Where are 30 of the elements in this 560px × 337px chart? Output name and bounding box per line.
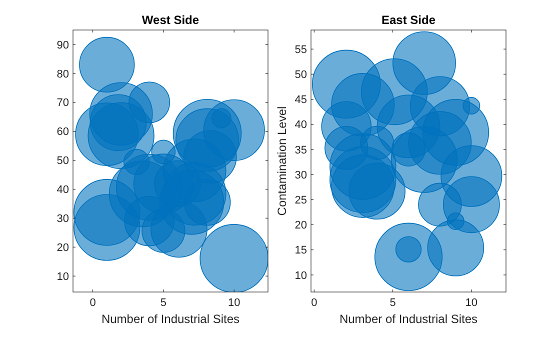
y-tick-label: 40 (294, 119, 307, 132)
y-tick-label: 25 (294, 194, 307, 206)
y-tick-label: 35 (294, 144, 307, 156)
y-tick-label: 90 (56, 39, 69, 52)
y-tick-label: 50 (56, 155, 69, 168)
y-tick-label: 10 (294, 270, 307, 282)
y-tick-label: 50 (294, 69, 307, 82)
y-tick-label: 60 (56, 126, 69, 138)
y-tick-label: 55 (294, 44, 307, 56)
y-axis-title: Contamination Level (275, 106, 289, 216)
y-tick-label: 15 (294, 244, 307, 257)
x-axis-title: Number of Industrial Sites (339, 312, 478, 326)
y-tick-label: 40 (56, 184, 69, 196)
y-tick-label: 30 (56, 213, 69, 226)
y-tick-label: 45 (294, 94, 307, 106)
y-tick-label: 20 (56, 242, 69, 254)
chart-title: West Side (142, 13, 200, 27)
x-tick-label: 0 (90, 297, 96, 309)
x-tick-label: 10 (465, 297, 478, 309)
y-tick-label: 30 (294, 169, 307, 182)
y-tick-label: 10 (56, 270, 69, 283)
y-tick-label: 20 (294, 220, 307, 232)
y-tick-label: 70 (56, 97, 69, 110)
x-tick-label: 5 (160, 297, 166, 309)
x-axis-title: Number of Industrial Sites (101, 312, 240, 326)
chart-title: East Side (381, 13, 436, 27)
y-tick-label: 80 (56, 68, 69, 80)
x-tick-label: 0 (311, 297, 318, 309)
x-tick-label: 10 (228, 297, 240, 309)
x-tick-label: 5 (390, 297, 396, 309)
